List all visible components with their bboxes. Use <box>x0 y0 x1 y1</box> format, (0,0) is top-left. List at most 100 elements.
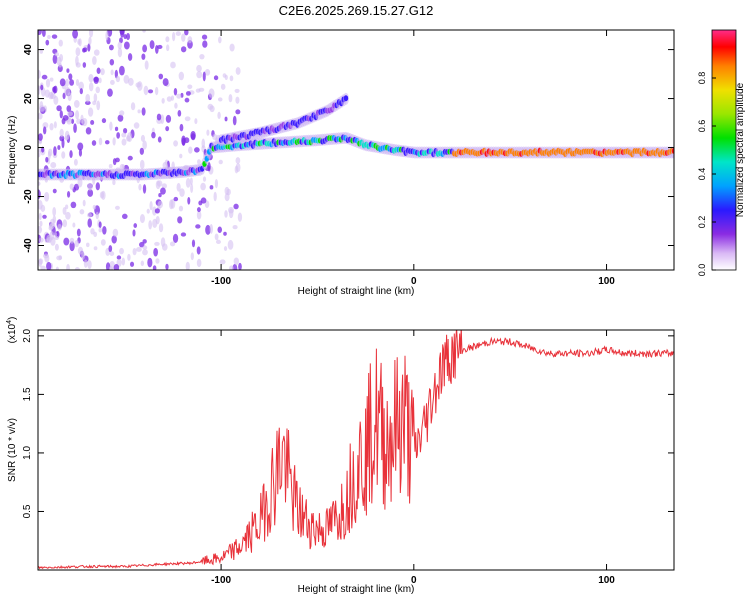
heatmap-cell <box>130 102 136 111</box>
heatmap-cell <box>165 126 170 132</box>
bottom-y-tick-label: 1.5 <box>22 387 33 401</box>
heatmap-cell <box>90 119 95 125</box>
heatmap-cell <box>54 232 58 237</box>
heatmap-cell <box>142 245 148 250</box>
heatmap-cell <box>112 228 119 237</box>
colorbar-frame <box>711 29 737 271</box>
heatmap-cell <box>177 109 182 117</box>
heatmap-cell <box>68 73 73 81</box>
bottom-plot-frame <box>37 329 675 571</box>
heatmap-cell <box>157 136 162 143</box>
heatmap-cell <box>121 213 128 220</box>
heatmap-cell <box>101 190 106 200</box>
heatmap-cell <box>119 30 125 35</box>
heatmap-cell <box>45 39 50 46</box>
heatmap-cell <box>191 239 196 248</box>
heatmap-cell <box>229 43 235 52</box>
heatmap-cell <box>175 31 181 37</box>
heatmap-cell <box>217 97 223 102</box>
heatmap-cell <box>73 99 80 108</box>
heatmap-cell <box>155 258 160 264</box>
heatmap-cell <box>85 93 91 103</box>
heatmap-cell <box>71 118 75 124</box>
heatmap-cell <box>179 123 184 132</box>
heatmap-cell <box>169 241 176 247</box>
heatmap-cell <box>41 74 48 80</box>
top-x-tick-label: 0 <box>411 276 417 287</box>
heatmap-cell <box>38 112 43 120</box>
heatmap-cell <box>82 199 86 207</box>
heatmap-cell <box>160 187 166 195</box>
heatmap-cell <box>119 247 124 255</box>
heatmap-cell <box>93 49 100 56</box>
heatmap-cell <box>45 156 49 163</box>
heatmap-cell <box>38 152 41 158</box>
heatmap-cell <box>149 40 155 50</box>
heatmap-cell <box>208 88 215 99</box>
heatmap-cell <box>55 266 60 270</box>
heatmap-cell <box>87 43 91 52</box>
heatmap-cell <box>123 34 127 40</box>
heatmap-cell <box>59 53 64 62</box>
heatmap-cell <box>153 247 159 257</box>
heatmap-cell <box>209 185 214 190</box>
heatmap-cell <box>56 105 62 112</box>
heatmap-cell <box>235 96 240 104</box>
heatmap-cell <box>178 205 184 212</box>
heatmap-cell <box>96 67 101 74</box>
heatmap-cell <box>85 127 92 135</box>
heatmap-cell <box>121 132 127 138</box>
heatmap-cell <box>48 223 55 230</box>
heatmap-cell <box>187 36 193 44</box>
heatmap-cell <box>39 105 46 112</box>
heatmap-cell <box>57 223 62 231</box>
heatmap-cell <box>180 46 187 53</box>
heatmap-cell <box>151 131 156 139</box>
heatmap-cell <box>142 239 147 244</box>
heatmap-cell <box>73 123 77 133</box>
heatmap-cell <box>149 201 153 211</box>
heatmap-cell <box>61 151 66 159</box>
heatmap-cell <box>201 138 206 149</box>
colorbar: 0.0 0.2 0.4 0.6 0.8 Normalized spectral ampl… <box>697 29 746 276</box>
heatmap-cell <box>53 86 57 94</box>
heatmap-cell <box>136 247 142 252</box>
heatmap-cell <box>138 183 142 191</box>
heatmap-cell <box>93 93 98 103</box>
heatmap-cell <box>234 165 239 174</box>
heatmap-cell <box>143 85 149 96</box>
heatmap-cell <box>107 88 113 97</box>
heatmap-cell <box>224 186 230 196</box>
heatmap-cell <box>65 78 69 87</box>
heatmap-cell <box>235 109 241 115</box>
heatmap-cell <box>75 47 81 57</box>
heatmap-cell <box>75 79 80 86</box>
heatmap-cell <box>38 69 41 79</box>
heatmap-cell <box>75 62 81 68</box>
heatmap-cell <box>127 132 133 143</box>
bottom-y-tick-label: 0.5 <box>22 504 33 518</box>
heatmap-cell <box>81 252 85 260</box>
heatmap-cell <box>65 211 71 220</box>
heatmap-cell <box>141 53 146 60</box>
heatmap-cell <box>69 79 75 86</box>
heatmap-cell <box>76 118 81 125</box>
heatmap-cell <box>165 263 169 270</box>
heatmap-cell <box>224 210 228 218</box>
heatmap-cell <box>229 75 234 82</box>
heatmap-cell <box>123 127 128 134</box>
heatmap-cell <box>179 188 185 197</box>
heatmap-cell <box>123 41 130 50</box>
heatmap-cell <box>63 237 70 246</box>
top-y-tick-label: 40 <box>23 44 34 56</box>
heatmap-cell <box>49 77 54 82</box>
heatmap-cell <box>62 92 66 100</box>
heatmap-cell <box>108 266 113 270</box>
heatmap-cell <box>53 146 57 156</box>
heatmap-cell <box>237 212 243 222</box>
heatmap-cell <box>152 265 157 270</box>
heatmap-cell <box>40 84 44 91</box>
heatmap-cell <box>116 132 121 139</box>
heatmap-cell <box>67 111 73 117</box>
heatmap-cell <box>202 71 206 82</box>
